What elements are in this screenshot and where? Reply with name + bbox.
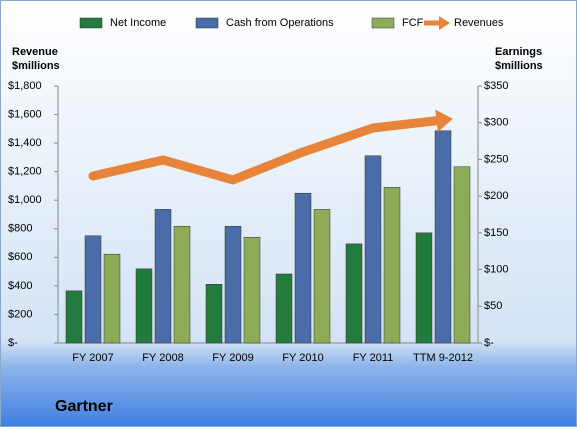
x-tick-label: FY 2010 [282,352,323,364]
x-tick-label: FY 2007 [72,352,113,364]
y2-tick-label: $- [484,337,494,349]
y-tick-label: $1,400 [8,137,42,149]
bar [173,225,191,344]
y-tick-label: $600 [8,251,32,263]
x-tick-label: FY 2008 [142,352,183,364]
bar [313,209,331,344]
y-tick-label: $1,600 [8,108,42,120]
line [88,115,448,185]
legend-swatch [195,17,219,29]
bar [154,209,172,344]
bar [135,268,153,344]
bar [65,290,83,344]
bar [243,237,261,344]
y2-tick-label: $50 [484,300,502,312]
bar [205,284,223,344]
bar [434,130,452,344]
y-label: Revenue [12,46,58,58]
bar [453,166,471,344]
arrow-head [435,109,453,132]
bar [364,155,382,344]
y-tick-label: $1,800 [8,80,42,92]
y2-tick-label: $100 [484,263,508,275]
y-tick-label: $400 [8,280,32,292]
legend-label: Revenues [454,17,504,29]
legend-swatch [79,17,103,29]
y2-tick-label: $200 [484,190,508,202]
bar [224,225,242,344]
legend-label: Cash from Operations [226,17,334,29]
legend-label: FCF [402,17,424,29]
y2-tick-label: $300 [484,117,508,129]
x-tick-label: FY 2009 [212,352,253,364]
y2-tick-label: $150 [484,227,508,239]
bar [415,232,433,344]
bar [294,192,312,344]
y-tick-label: $200 [8,308,32,320]
y-label: $millions [12,60,60,72]
bar [383,187,401,344]
x-tick-label: TTM 9-2012 [413,352,473,364]
y-tick-label: $1,000 [8,194,42,206]
y2-label: $millions [495,60,543,72]
bar [84,235,102,344]
y2-label: Earnings [495,46,542,58]
legend-swatch [371,17,395,29]
bar [103,253,121,344]
legend-label: Net Income [110,17,166,29]
chart-title: Gartner [55,398,113,415]
x-tick-label: FY 2011 [353,352,394,364]
y-tick-label: $1,200 [8,166,42,178]
bar [275,273,293,344]
y2-tick-label: $250 [484,153,508,165]
legend-swatch [439,16,450,30]
bar [345,243,363,344]
y-tick-label: $- [8,337,18,349]
y-tick-label: $800 [8,223,32,235]
y2-tick-label: $350 [484,80,508,92]
